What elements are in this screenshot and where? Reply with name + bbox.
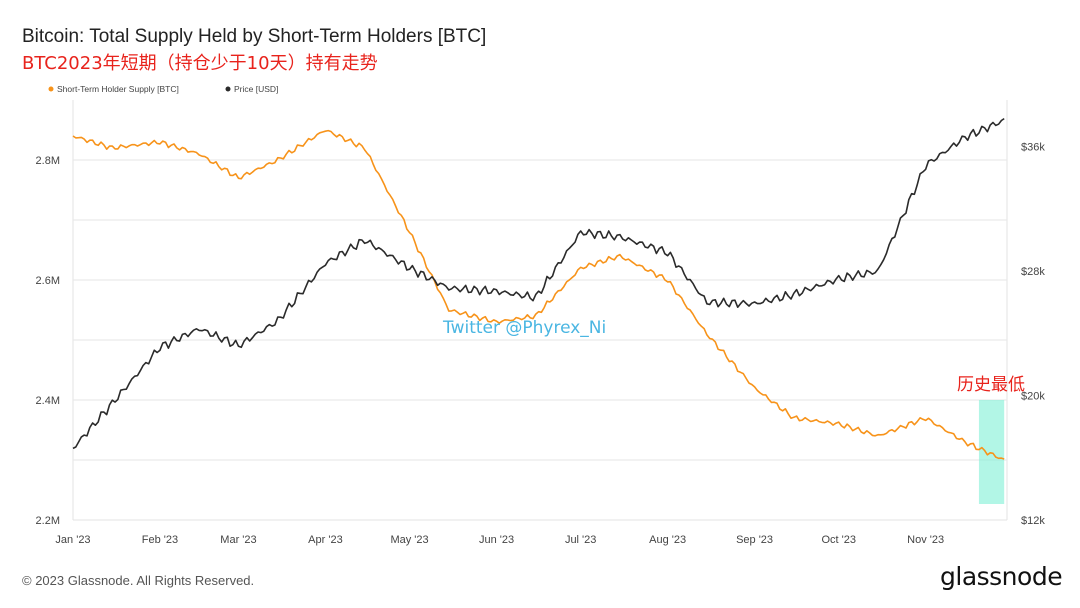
x-tick-label: Sep '23: [736, 534, 773, 546]
y-left-tick-label: 2.2M: [36, 515, 60, 527]
x-tick-label: Jan '23: [55, 534, 90, 546]
x-tick-label: Mar '23: [220, 534, 256, 546]
y-left-tick-label: 2.8M: [36, 155, 60, 167]
y-right-tick-label: $20k: [1021, 391, 1045, 403]
x-tick-label: Jul '23: [565, 534, 596, 546]
lowest-annotation: 历史最低: [957, 375, 1025, 395]
legend-price-label: Price [USD]: [234, 84, 278, 94]
legend-supply-label: Short-Term Holder Supply [BTC]: [57, 84, 179, 94]
x-tick-label: Apr '23: [308, 534, 343, 546]
legend-supply-marker: [48, 86, 54, 92]
x-tick-label: Nov '23: [907, 534, 944, 546]
legend-price-marker: [225, 86, 231, 92]
supply-series-line: [72, 129, 1005, 460]
axes-layer: 2.2M 2.4M 2.6M 2.8M $12k $20k $28k $36k Jan '23 F…: [36, 142, 1046, 546]
y-left-tick-label: 2.4M: [36, 395, 60, 407]
series-layer: [72, 117, 1005, 460]
x-tick-label: Jun '23: [479, 534, 514, 546]
annotation-layer: Twitter @Phyrex_Ni 历史最低: [442, 318, 1025, 395]
glassnode-logo: glassnode: [940, 562, 1063, 591]
legend: Short-Term Holder Supply [BTC] Price [US…: [48, 84, 278, 94]
price-series-line: [72, 117, 1005, 450]
watermark-text: Twitter @Phyrex_Ni: [442, 318, 606, 338]
lowest-highlight-band: [978, 400, 1005, 504]
x-tick-label: Oct '23: [821, 534, 856, 546]
x-tick-label: May '23: [390, 534, 428, 546]
chart-title: Bitcoin: Total Supply Held by Short-Term…: [22, 26, 487, 47]
chart-subtitle: BTC2023年短期（持仓少于10天）持有走势: [22, 53, 378, 74]
y-right-tick-label: $28k: [1021, 266, 1045, 278]
y-left-tick-label: 2.6M: [36, 275, 60, 287]
y-right-tick-label: $12k: [1021, 515, 1045, 527]
y-right-tick-label: $36k: [1021, 142, 1045, 154]
x-tick-label: Aug '23: [649, 534, 686, 546]
x-tick-label: Feb '23: [142, 534, 178, 546]
highlight-layer: [978, 400, 1005, 504]
copyright: © 2023 Glassnode. All Rights Reserved.: [22, 573, 255, 588]
